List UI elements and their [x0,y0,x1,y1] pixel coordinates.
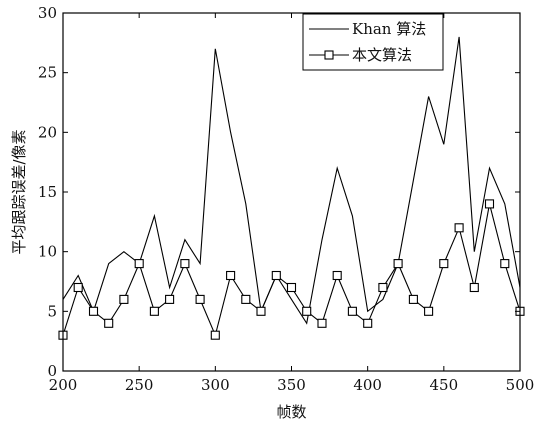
data-point-2-2 [88,306,99,316]
data-point-2-16 [302,306,312,316]
data-point-2-18 [332,270,342,281]
data-point-2-10 [210,330,220,340]
data-point-2-13 [256,306,266,316]
data-point-2-7 [165,294,175,304]
x-tick-label-5: 450 [430,376,459,394]
data-point-2-3 [104,318,114,328]
y-tick-label-6: 30 [38,4,57,22]
y-tick-label-0: 0 [47,362,57,380]
data-point-2-9 [195,294,205,304]
legend-box [302,13,444,71]
data-point-2-29 [500,259,510,269]
data-point-2-28 [484,199,495,209]
data-point-2-23 [408,294,418,304]
legend-marker-2 [324,50,334,60]
data-point-2-12 [241,294,251,304]
y-tick-label-4: 20 [38,123,57,141]
data-point-2-14 [271,270,281,281]
x-tick-label-4: 400 [353,376,382,394]
x-tick-label-3: 350 [277,376,306,394]
data-point-2-8 [180,259,190,269]
data-point-2-4 [119,294,129,304]
data-point-2-5 [134,259,144,269]
data-point-2-6 [149,306,159,316]
axis-layer: 200 250 300 350 400 450 500 0 5 10 15 20 25 30 帧数 平均跟踪误… [10,4,534,421]
data-point-2-24 [424,306,434,316]
y-tick-label-1: 5 [47,302,57,320]
data-point-2-19 [347,306,357,316]
x-axis-label: 帧数 [276,403,306,421]
x-tick-label-2: 300 [201,376,230,394]
data-point-2-15 [286,282,297,293]
y-tick-label-5: 25 [38,64,57,82]
x-tick-label-6: 500 [506,376,535,394]
y-tick-label-2: 10 [38,243,57,261]
data-point-2-20 [363,318,373,328]
data-point-2-17 [317,318,327,328]
y-axis-label: 平均跟踪误差/像素 [10,129,28,254]
data-point-2-21 [378,282,388,293]
x-tick-label-1: 250 [125,376,154,394]
legend-label-2: 本文算法 [352,46,412,64]
data-point-2-11 [226,270,236,281]
x-tick-label-0: 200 [49,376,78,394]
data-point-2-26 [454,223,464,233]
data-point-2-27 [469,282,479,293]
y-tick-label-3: 15 [38,183,57,201]
data-point-2-25 [439,259,449,269]
data-point-2-1 [73,282,83,293]
legend-label-1: Khan 算法 [352,20,426,38]
data-point-2-22 [393,259,403,269]
